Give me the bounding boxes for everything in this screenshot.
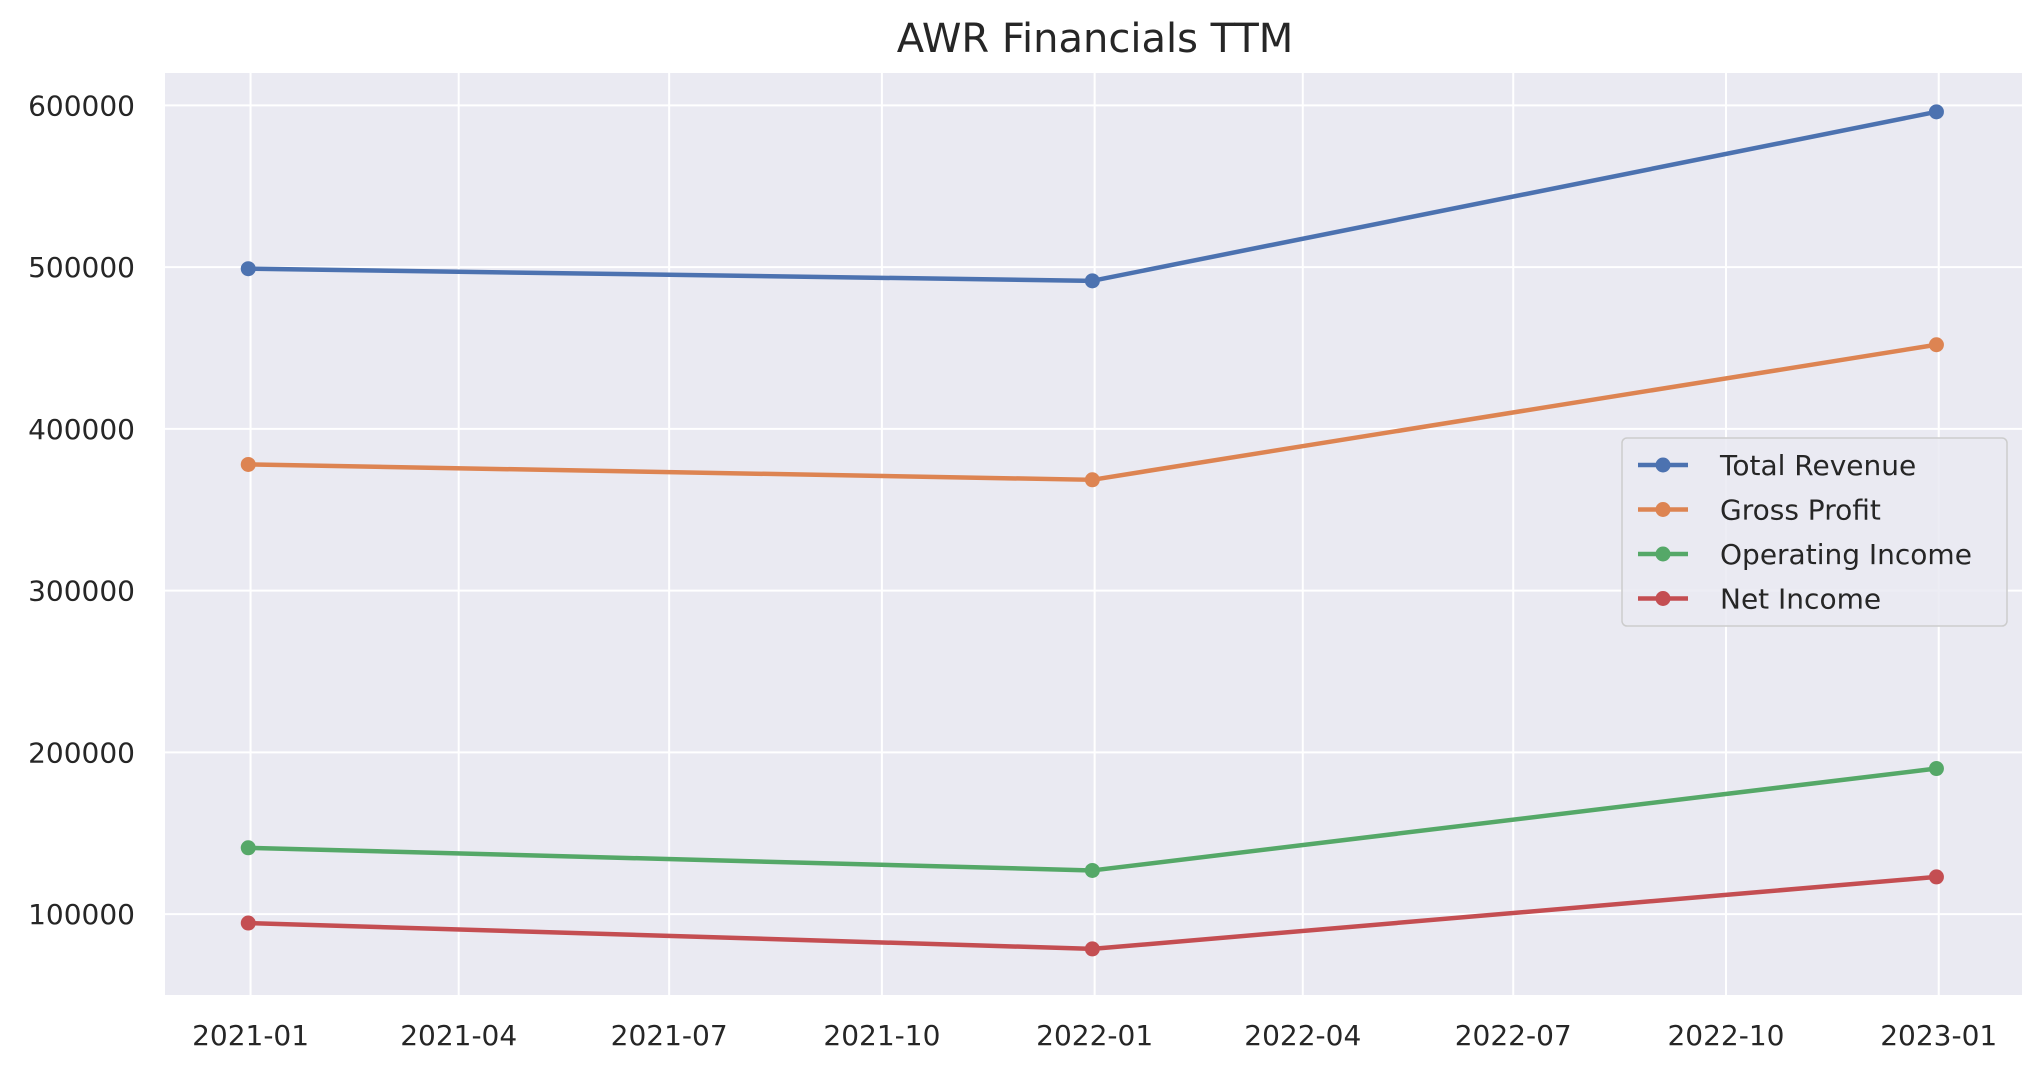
x-tick-label: 2023-01 [1880,1019,1997,1052]
series-lines [240,104,1944,957]
data-point [1084,941,1100,957]
legend-item: Operating Income [1638,538,1972,571]
x-axis-ticks: 2021-01 2021-04 2021-07 2021-10 2022-01 2022-… [192,1019,1997,1052]
x-tick-label: 2021-04 [400,1019,517,1052]
series-total-revenue [240,104,1944,289]
y-tick-label: 100000 [28,898,135,931]
chart-title: AWR Financials TTM [897,16,1294,62]
y-tick-label: 600000 [28,89,135,122]
legend-swatch-marker [1655,457,1671,473]
legend-swatch-marker [1655,591,1671,606]
x-tick-label: 2022-01 [1036,1019,1153,1052]
x-tick-label: 2022-04 [1244,1019,1361,1052]
legend-swatch-marker [1655,502,1671,517]
legend-label: Gross Profit [1720,494,1881,527]
x-tick-label: 2022-07 [1455,1019,1572,1052]
y-axis-ticks: 100000 200000 300000 400000 500000 600000 [28,89,135,931]
data-point [1928,761,1944,777]
data-point [240,840,256,856]
legend-label: Total Revenue [1719,449,1916,482]
data-point [1928,337,1944,353]
data-point [240,915,256,931]
series-operating-income [240,761,1944,878]
data-point [1928,104,1944,120]
legend: Total Revenue Gross Profit Operating Incom… [1621,437,2008,627]
x-tick-label: 2021-01 [192,1019,309,1052]
data-point [240,261,256,277]
legend-label: Net Income [1720,583,1881,616]
y-tick-label: 400000 [28,413,135,446]
y-tick-label: 200000 [28,736,135,769]
data-point [1084,273,1100,289]
legend-label: Operating Income [1720,538,1972,571]
data-point [240,456,256,472]
legend-item: Net Income [1638,583,1881,616]
x-tick-label: 2021-07 [611,1019,728,1052]
legend-item: Total Revenue [1638,449,1916,482]
data-point [1084,862,1100,878]
data-point [1084,472,1100,488]
legend-swatch-marker [1655,546,1671,562]
y-tick-label: 300000 [28,575,135,608]
series-net-income [240,869,1944,957]
x-tick-label: 2022-10 [1667,1019,1784,1052]
data-point [1928,869,1944,885]
legend-item: Gross Profit [1638,494,1881,527]
legend-box [1621,437,2008,627]
series-gross-profit [240,337,1944,488]
y-tick-label: 500000 [28,251,135,284]
x-tick-label: 2021-10 [823,1019,940,1052]
